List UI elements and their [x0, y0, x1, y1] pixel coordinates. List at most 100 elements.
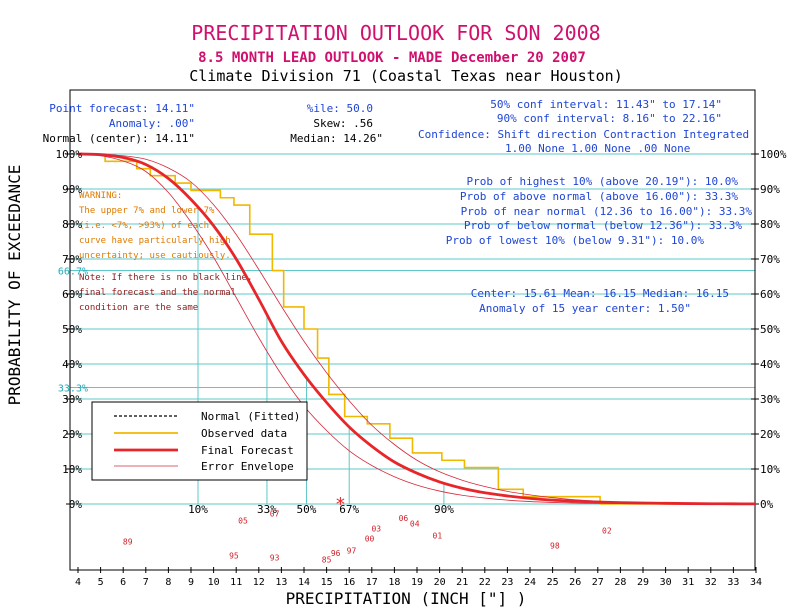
warning-line-2: The upper 7% and lower 7% — [79, 206, 215, 216]
y-tick-label-left: 60% — [62, 288, 82, 301]
year-label: 02 — [602, 526, 612, 535]
x-tick-label: 15 — [321, 577, 333, 588]
x-tick-label: 32 — [705, 577, 717, 588]
y-tick-label-left: 30% — [62, 393, 82, 406]
percentile-marker-label: 90% — [434, 503, 454, 516]
x-tick-label: 8 — [165, 577, 171, 588]
year-label: 95 — [229, 551, 239, 560]
y-tick-label-left: 50% — [62, 323, 82, 336]
conf-50: 50% conf interval: 11.43" to 17.14" — [490, 98, 722, 111]
x-tick-label: 22 — [479, 577, 491, 588]
conf-90: 90% conf interval: 8.16" to 22.16" — [497, 112, 722, 125]
x-axis-title: PRECIPITATION (INCH ["] ) — [286, 589, 527, 608]
warning-line-1: WARNING: — [79, 191, 122, 201]
y-tick-label-right: 50% — [760, 323, 780, 336]
anomaly: Anomaly: .00" — [109, 117, 195, 130]
percentile-y-label: 33.3% — [58, 383, 88, 394]
y-tick-label-right: 40% — [760, 358, 780, 371]
legend-label-final: Final Forecast — [201, 444, 294, 457]
percentile-marker-label: 33% — [257, 503, 277, 516]
y-tick-label-left: 90% — [62, 183, 82, 196]
x-tick-label: 29 — [637, 577, 649, 588]
x-tick-label: 10 — [208, 577, 220, 588]
x-tick-label: 5 — [98, 577, 104, 588]
y-tick-label-right: 0% — [760, 498, 774, 511]
y-tick-label-left: 80% — [62, 218, 82, 231]
legend-label-observed: Observed data — [201, 427, 287, 440]
prob-near: Prob of near normal (12.36 to 16.00"): 3… — [461, 205, 753, 218]
x-tick-label: 16 — [343, 577, 355, 588]
warning-line-4: curve have particularly high — [79, 236, 231, 246]
x-tick-label: 34 — [750, 577, 762, 588]
year-label: 98 — [550, 541, 560, 550]
y-tick-label-left: 0% — [69, 498, 83, 511]
prob-lowest: Prob of lowest 10% (below 9.31"): 10.0% — [446, 234, 705, 247]
label-layer: 0% 0% 10% 10% 20% 20% 30% 30% 40% 40% 50% 50% 60% 60%… — [56, 148, 787, 588]
year-label: 96 — [331, 549, 341, 558]
year-label: 89 — [123, 537, 133, 546]
x-tick-label: 13 — [275, 577, 287, 588]
y-tick-label-left: 70% — [62, 253, 82, 266]
point-forecast: Point forecast: 14.11" — [49, 102, 195, 115]
note-line-3: condition are the same — [79, 303, 198, 313]
y-tick-label-right: 90% — [760, 183, 780, 196]
year-label: 03 — [371, 524, 381, 533]
x-tick-label: 24 — [524, 577, 536, 588]
confidence-values: 1.00 None 1.00 None .00 None — [505, 142, 690, 155]
y-tick-label-right: 100% — [760, 148, 787, 161]
x-tick-label: 11 — [230, 577, 242, 588]
y-tick-label-left: 10% — [62, 463, 82, 476]
climate-division: Climate Division 71 (Coastal Texas near … — [189, 67, 622, 85]
chart-title: PRECIPITATION OUTLOOK FOR SON 2008 — [191, 21, 600, 45]
plot-frame — [69, 89, 756, 571]
x-tick-label: 6 — [120, 577, 126, 588]
legend-box — [91, 401, 308, 481]
x-tick-label: 19 — [411, 577, 423, 588]
year-label: 85 — [322, 555, 332, 564]
y-axis-title: PROBABILITY OF EXCEEDANCE — [5, 165, 24, 406]
legend-label-normal: Normal (Fitted) — [201, 410, 300, 423]
warning-line-3: (i.e. <7%, >93%) of each — [79, 221, 209, 231]
year-label: 05 — [238, 517, 248, 526]
x-tick-label: 20 — [434, 577, 446, 588]
y-tick-label-right: 60% — [760, 288, 780, 301]
year-label: 01 — [433, 532, 443, 541]
y-tick-label-left: 40% — [62, 358, 82, 371]
grid — [66, 153, 759, 573]
percentile-y-label: 66.7% — [58, 267, 88, 278]
confidence-header: Confidence: Shift direction Contraction … — [418, 128, 749, 141]
x-tick-label: 9 — [188, 577, 194, 588]
x-tick-label: 31 — [682, 577, 694, 588]
y-tick-label-left: 20% — [62, 428, 82, 441]
center-anomaly: Anomaly of 15 year center: 1.50" — [479, 302, 691, 315]
center-stats: Center: 15.61 Mean: 16.15 Median: 16.15 — [471, 287, 729, 300]
x-tick-label: 12 — [253, 577, 265, 588]
x-tick-label: 17 — [366, 577, 378, 588]
year-label: 04 — [410, 519, 420, 528]
x-tick-label: 23 — [501, 577, 513, 588]
x-tick-label: 33 — [727, 577, 739, 588]
note-line-1: Note: If there is no black line, — [79, 273, 252, 283]
chart-subtitle: 8.5 MONTH LEAD OUTLOOK - MADE December 2… — [198, 50, 586, 66]
note-line-2: final forecast and the normal — [79, 288, 236, 298]
x-tick-label: 27 — [592, 577, 604, 588]
year-label: 06 — [399, 514, 409, 523]
median-stat: Median: 14.26" — [290, 132, 383, 145]
prob-above: Prob of above normal (above 16.00"): 33.… — [460, 190, 739, 203]
x-tick-label: 26 — [569, 577, 581, 588]
prob-highest: Prob of highest 10% (above 20.19"): 10.0… — [466, 175, 738, 188]
x-tick-label: 30 — [660, 577, 672, 588]
percentile-marker-label: 10% — [188, 503, 208, 516]
x-tick-label: 25 — [547, 577, 559, 588]
y-tick-label-right: 30% — [760, 393, 780, 406]
percentile-stat: %ile: 50.0 — [307, 102, 373, 115]
warning-line-5: uncertainty; use cautiously. — [79, 251, 231, 261]
x-tick-label: 7 — [143, 577, 149, 588]
y-tick-label-right: 10% — [760, 463, 780, 476]
x-tick-label: 21 — [456, 577, 468, 588]
x-tick-label: 28 — [614, 577, 626, 588]
y-tick-label-left: 100% — [56, 148, 83, 161]
y-tick-label-right: 20% — [760, 428, 780, 441]
observed-data-line — [78, 153, 756, 505]
